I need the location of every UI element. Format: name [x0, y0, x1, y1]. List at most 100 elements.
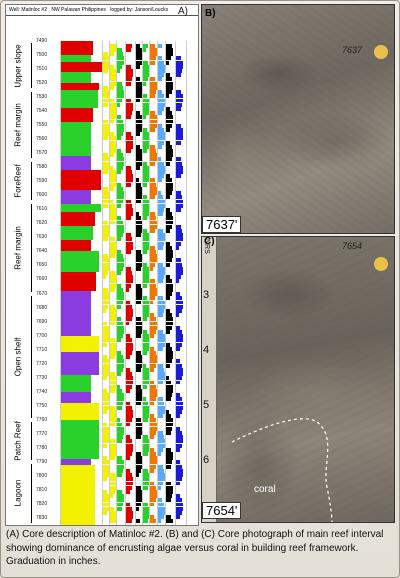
component-bar — [166, 212, 172, 217]
lithology-interval — [61, 90, 98, 109]
component-bar — [166, 409, 170, 414]
component-bar — [126, 77, 133, 82]
facies-bracket — [31, 204, 32, 292]
lithology-interval — [61, 71, 91, 84]
component-bar — [166, 515, 171, 520]
component-bar — [166, 519, 173, 524]
component-bar — [176, 275, 182, 280]
component-bar — [136, 418, 141, 423]
component-bar — [150, 212, 155, 217]
component-bar — [126, 241, 133, 246]
component-bar — [158, 195, 164, 200]
component-bar — [166, 90, 172, 94]
component-bar — [143, 367, 149, 372]
component-bar — [103, 275, 107, 280]
component-bar — [117, 506, 122, 511]
component-bar — [136, 43, 140, 48]
component-bar — [176, 64, 183, 69]
component-bar — [117, 224, 124, 229]
component-bar — [110, 106, 117, 111]
component-bar — [158, 241, 165, 246]
component-bar — [166, 216, 173, 221]
component-bar — [117, 136, 121, 141]
component-bar — [126, 384, 132, 389]
component-bar — [103, 254, 108, 259]
component-bar — [136, 283, 142, 288]
component-bar — [117, 283, 121, 288]
component-bar — [158, 346, 163, 351]
component-bar — [150, 77, 156, 82]
component-bar — [150, 81, 157, 86]
component-bar — [136, 199, 141, 204]
component-bar — [110, 418, 117, 423]
depth-tick: 7760 — [36, 416, 48, 423]
component-bar — [126, 317, 132, 322]
component-bar — [166, 431, 171, 435]
component-bar — [150, 48, 157, 52]
component-bar — [110, 355, 115, 360]
depth-tick: 7630 — [36, 234, 48, 241]
component-bar — [126, 489, 131, 494]
ruler-number: 4 — [203, 344, 210, 356]
component-bar — [136, 351, 141, 355]
component-bar — [117, 494, 124, 499]
component-bar — [126, 250, 132, 254]
component-bar — [143, 418, 148, 423]
component-bar — [176, 157, 181, 162]
component-bar — [176, 123, 181, 128]
component-bar — [103, 321, 108, 326]
component-bar — [126, 376, 133, 381]
component-bar — [110, 313, 117, 318]
component-bar — [158, 313, 163, 318]
component-bar — [136, 388, 143, 393]
depth-tick: 7570 — [36, 150, 48, 157]
component-bar — [103, 439, 109, 444]
component-bar — [110, 250, 117, 254]
component-bar — [117, 48, 122, 52]
component-bar — [166, 207, 170, 212]
component-bar — [176, 435, 183, 440]
component-bar — [103, 367, 110, 372]
component-bar — [166, 418, 173, 423]
component-bar — [117, 170, 121, 174]
component-bar — [150, 258, 157, 263]
component-bar — [150, 266, 154, 271]
component-bar — [166, 279, 172, 284]
component-bar — [158, 468, 165, 473]
component-bar — [117, 216, 121, 221]
component-bar — [110, 279, 117, 284]
component-bar — [110, 485, 117, 490]
component-bar — [136, 195, 143, 200]
component-bar — [150, 119, 157, 124]
component-bar — [126, 216, 132, 221]
component-bar — [158, 237, 165, 242]
component-bar — [150, 447, 154, 452]
component-bar — [150, 397, 156, 402]
component-bar — [103, 435, 110, 440]
component-bar — [117, 384, 121, 389]
component-bar — [166, 56, 172, 61]
component-bar — [117, 262, 124, 267]
core-hand-label-c: 7654 — [342, 241, 363, 251]
component-bar — [117, 468, 124, 473]
component-bar — [176, 195, 183, 200]
component-bar — [117, 191, 124, 196]
component-bar — [176, 271, 183, 275]
component-bar — [110, 271, 116, 275]
component-bar — [158, 435, 165, 440]
component-bar — [103, 271, 109, 275]
component-bar — [166, 153, 173, 158]
component-bar — [158, 363, 163, 368]
lithology-interval — [61, 335, 99, 353]
component-bar — [158, 502, 165, 507]
component-bar — [103, 266, 110, 271]
component-bar — [117, 153, 123, 158]
component-bar — [117, 397, 124, 402]
component-bar — [176, 426, 180, 431]
component-bar — [110, 220, 115, 225]
lithology-interval — [61, 391, 91, 403]
component-bar — [110, 48, 116, 52]
ruler-top-label: NRS — [203, 239, 210, 254]
component-bar — [158, 334, 165, 339]
component-bar — [158, 271, 165, 275]
